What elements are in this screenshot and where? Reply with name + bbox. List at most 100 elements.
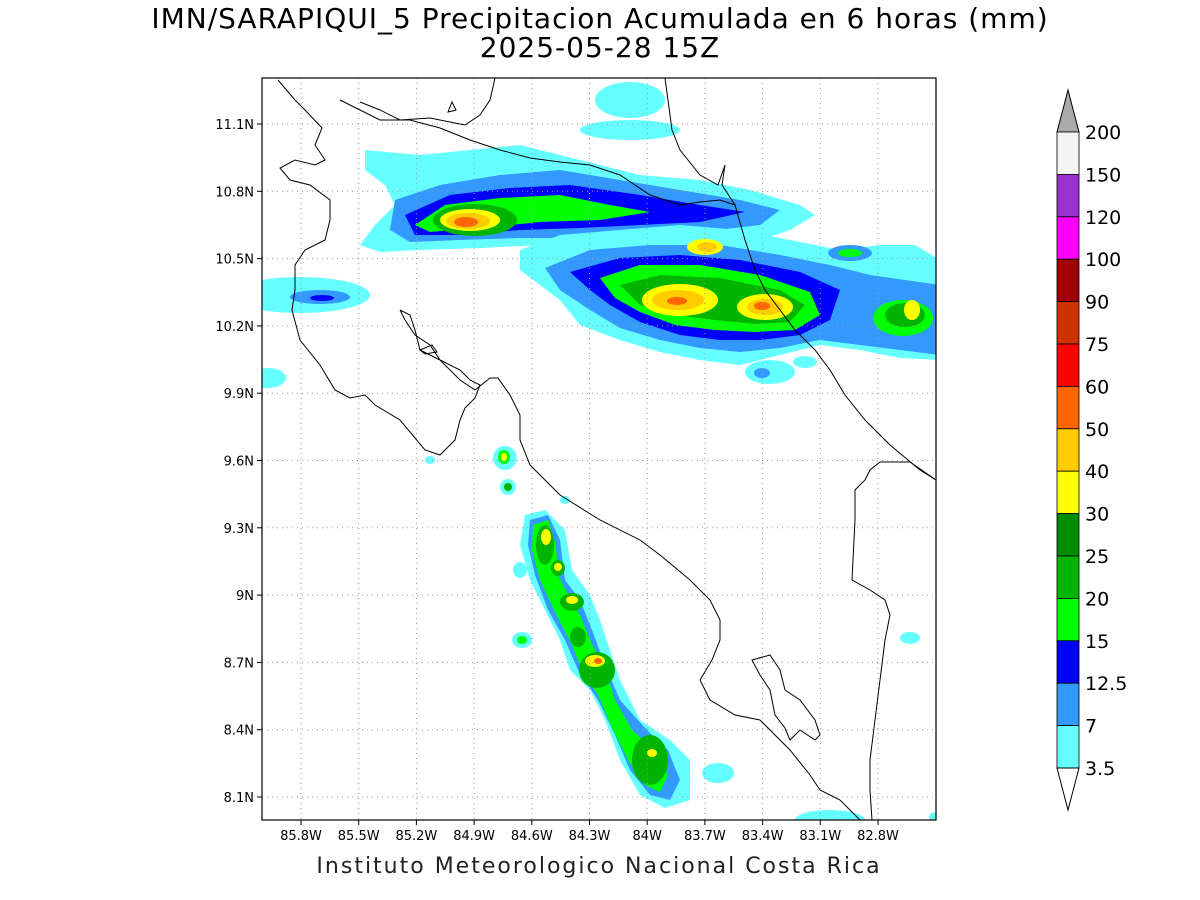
rain-shade-30mm [647, 749, 657, 757]
rain-shade-3-5mm [560, 496, 570, 504]
colorbar-label: 120 [1085, 207, 1121, 229]
rain-shade-15mm [517, 636, 527, 644]
colorbar-swatch [1056, 470, 1080, 515]
rain-shade-7mm [754, 368, 770, 378]
colorbar-label: 7 [1085, 716, 1097, 738]
precipitation-field [262, 82, 936, 820]
colorbar-swatch [1056, 682, 1080, 727]
colorbar-swatch [1056, 258, 1080, 303]
lon-tick-label: 83.7W [684, 829, 726, 844]
nicoya-island [419, 344, 438, 355]
rain-shade-3-5mm [745, 360, 795, 384]
axis-ticks: 11.1N 10.8N 10.5N 10.2N 9.9N 9.6N 9.3N 9N 8.7N 8.… [215, 118, 899, 844]
colorbar-bottom-arrow [1056, 767, 1080, 812]
colorbar-label: 3.5 [1085, 758, 1115, 780]
rain-shade-50mm [594, 658, 602, 664]
rain-shade-7mm [528, 515, 680, 800]
lat-tick-label: 8.7N [224, 656, 254, 671]
lon-tick-label: 83.1W [799, 829, 841, 844]
lon-tick-label: 84.3W [569, 829, 611, 844]
rain-shade-30mm [541, 529, 551, 545]
lat-tick-label: 9N [236, 589, 254, 604]
rain-shade-40mm [697, 242, 717, 252]
map-gridlines [262, 78, 936, 820]
colorbar-label: 60 [1085, 376, 1109, 398]
rain-shade-30mm [501, 453, 507, 461]
colorbar-swatch [1056, 725, 1080, 769]
lat-tick-label: 8.4N [224, 724, 254, 739]
nicaragua-lake-shore [359, 78, 496, 126]
panama-border [851, 461, 936, 820]
lat-tick-label: 10.8N [215, 185, 254, 200]
colorbar-swatch [1056, 513, 1080, 557]
lat-tick-label: 10.2N [215, 320, 254, 335]
colorbar-label: 90 [1085, 292, 1109, 314]
lon-tick-label: 84.9W [453, 829, 495, 844]
colorbar-label: 150 [1085, 164, 1121, 186]
lon-tick-label: 85.2W [395, 829, 437, 844]
lat-tick-label: 10.5N [215, 253, 254, 268]
colorbar: 200 150 120 100 90 75 60 50 40 30 25 20 15 12.5 7 3.5 [1056, 88, 1127, 812]
colorbar-swatch [1056, 343, 1080, 387]
colorbar-swatch [1056, 385, 1080, 430]
colorbar-label: 200 [1085, 122, 1121, 144]
colorbar-top-arrow [1056, 88, 1080, 133]
lon-tick-label: 82.8W [857, 829, 899, 844]
colorbar-swatch [1056, 131, 1080, 175]
rain-shade-3-5mm [513, 562, 527, 578]
san-juan-river-border [339, 99, 736, 206]
lon-tick-label: 85.8W [280, 829, 322, 844]
colorbar-label: 100 [1085, 249, 1121, 271]
rain-shade-3-5mm [795, 810, 865, 820]
footer-credit: Instituto Meteorologico Nacional Costa R… [316, 854, 882, 879]
rain-shade-3-5mm [900, 632, 920, 644]
rain-shade-30mm [554, 563, 562, 571]
coastlines [277, 78, 936, 820]
map-timestamp: 2025-05-28 15Z [479, 31, 721, 64]
rain-shade-3-5mm [425, 456, 435, 464]
rain-shade-3-5mm [262, 368, 286, 388]
rain-shade-3-5mm [929, 812, 936, 820]
colorbar-label: 25 [1085, 546, 1109, 568]
lat-tick-label: 11.1N [215, 118, 254, 133]
colorbar-swatch [1056, 640, 1080, 684]
plot-frame [261, 77, 937, 821]
pacific-coastline-north [277, 79, 481, 456]
osa-peninsula [751, 654, 821, 741]
lat-tick-label: 9.3N [224, 522, 254, 537]
rain-shade-20mm [570, 627, 586, 647]
colorbar-label: 50 [1085, 419, 1109, 441]
rain-shade-12mm [310, 295, 334, 301]
lat-tick-label: 9.6N [224, 455, 254, 470]
rain-shade-20mm [632, 735, 668, 785]
lon-tick-label: 84.6W [511, 829, 553, 844]
rain-shade-3-5mm [580, 120, 680, 140]
ometepe-island [447, 100, 457, 113]
rain-shade-20mm [504, 483, 512, 491]
colorbar-label: 30 [1085, 504, 1109, 526]
lon-tick-label: 83.4W [742, 829, 784, 844]
rain-shade-30mm [904, 300, 920, 320]
colorbar-swatch [1056, 301, 1080, 345]
caribbean-coast [664, 78, 936, 481]
rain-shade-50mm [454, 217, 478, 227]
map-title: IMN/SARAPIQUI_5 Precipitacion Acumulada … [151, 2, 1049, 35]
nicoya-gulf-coast [399, 309, 861, 820]
lon-tick-label: 85.5W [338, 829, 380, 844]
colorbar-label: 20 [1085, 588, 1109, 610]
colorbar-label: 75 [1085, 334, 1109, 356]
lat-tick-label: 9.9N [224, 387, 254, 402]
rain-shade-3-5mm [702, 763, 734, 783]
colorbar-swatch [1056, 428, 1080, 472]
colorbar-swatch [1056, 216, 1080, 260]
lat-tick-label: 8.1N [224, 791, 254, 806]
colorbar-label: 12.5 [1085, 673, 1127, 695]
colorbar-swatch [1056, 598, 1080, 642]
colorbar-label: 15 [1085, 631, 1109, 653]
colorbar-swatch [1056, 173, 1080, 218]
rain-shade-3-5mm [793, 356, 817, 368]
rain-shade-50mm [667, 297, 687, 305]
rain-shade-15mm [838, 249, 862, 257]
lon-tick-label: 84W [632, 829, 662, 844]
